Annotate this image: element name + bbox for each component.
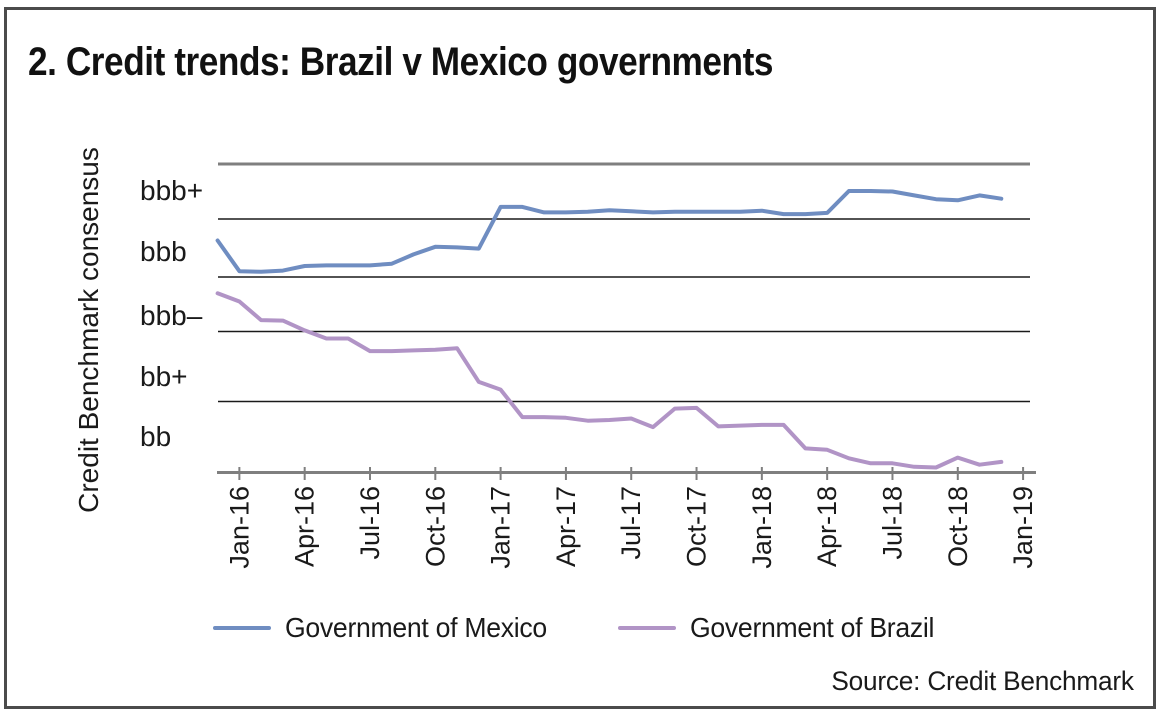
x-tick-label: Apr-18 bbox=[812, 486, 842, 567]
x-tick-label: Jul-16 bbox=[355, 486, 385, 560]
x-tick-label: Jan-18 bbox=[747, 486, 777, 569]
x-tick-label: Jul-18 bbox=[877, 486, 907, 560]
y-tick-label: bbb– bbox=[140, 300, 203, 331]
brazil-line-swatch bbox=[618, 626, 677, 630]
source-attribution: Source: Credit Benchmark bbox=[831, 666, 1135, 696]
legend-label-mexico: Government of Mexico bbox=[284, 612, 547, 643]
legend-item-brazil: Government of Brazil bbox=[618, 612, 947, 644]
y-axis-title: Credit Benchmark consensus bbox=[73, 147, 104, 513]
page-title: 2. Credit trends: Brazil v Mexico govern… bbox=[28, 40, 774, 84]
y-tick-label: bb+ bbox=[140, 361, 188, 392]
x-tick-label: Oct-16 bbox=[420, 486, 450, 567]
x-tick-label: Jan-16 bbox=[224, 486, 254, 569]
x-tick-label: Oct-18 bbox=[943, 486, 973, 567]
y-tick-label: bbb bbox=[140, 236, 187, 267]
x-tick-label: Apr-16 bbox=[290, 486, 320, 567]
chart-legend: Government of Mexico Government of Brazi… bbox=[0, 608, 1160, 648]
x-tick-label: Jan-19 bbox=[1008, 486, 1038, 569]
mexico-line-swatch bbox=[212, 626, 271, 630]
x-tick-label: Jul-17 bbox=[616, 486, 646, 560]
x-tick-label: Jan-17 bbox=[486, 486, 516, 569]
x-tick-label: Oct-17 bbox=[682, 486, 712, 567]
x-tick-label: Apr-17 bbox=[551, 486, 581, 567]
series-line-brazil bbox=[215, 291, 1004, 470]
legend-label-brazil: Government of Brazil bbox=[690, 612, 935, 643]
y-tick-label: bbb+ bbox=[140, 175, 203, 206]
series-line-mexico bbox=[215, 189, 1004, 274]
legend-item-mexico: Government of Mexico bbox=[212, 612, 561, 644]
y-tick-label: bb bbox=[140, 421, 171, 452]
